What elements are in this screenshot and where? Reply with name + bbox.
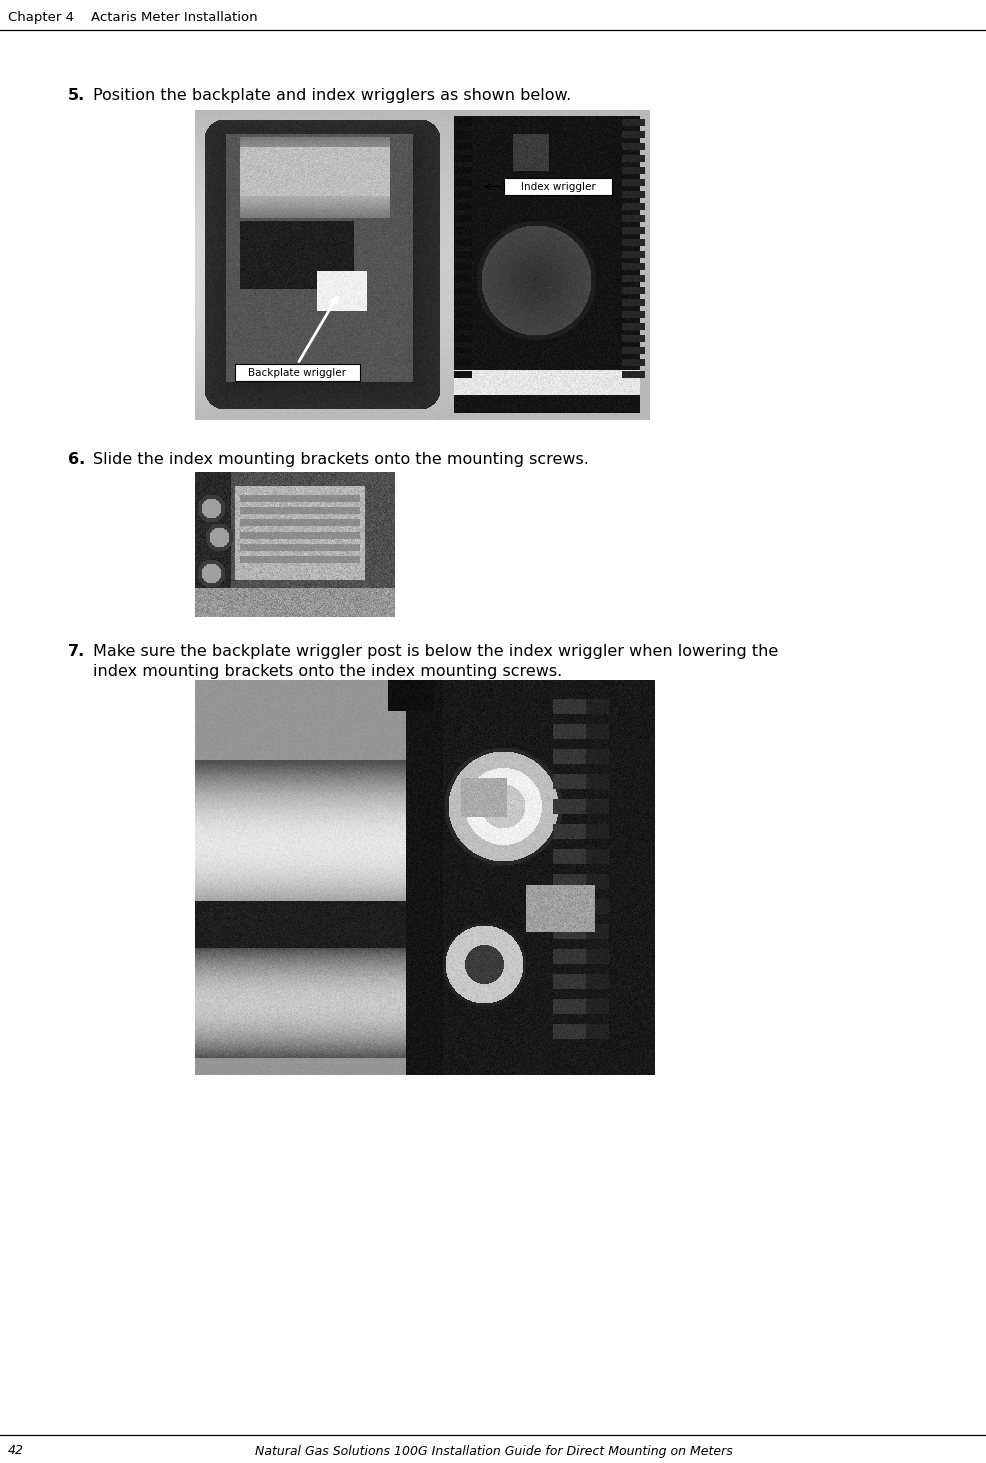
Text: 7.: 7. [68, 644, 85, 658]
Text: 42: 42 [8, 1444, 24, 1457]
Text: index mounting brackets onto the index mounting screws.: index mounting brackets onto the index m… [93, 664, 562, 679]
Text: 6.: 6. [68, 452, 85, 467]
Text: 5.: 5. [68, 88, 85, 102]
Text: Index wriggler: Index wriggler [520, 181, 595, 192]
Text: Chapter 4    Actaris Meter Installation: Chapter 4 Actaris Meter Installation [8, 10, 257, 23]
Text: Position the backplate and index wrigglers as shown below.: Position the backplate and index wriggle… [93, 88, 571, 102]
Bar [504, 178, 611, 195]
Text: Make sure the backplate wriggler post is below the index wriggler when lowering : Make sure the backplate wriggler post is… [93, 644, 778, 658]
Bar [235, 364, 360, 380]
Text: Slide the index mounting brackets onto the mounting screws.: Slide the index mounting brackets onto t… [93, 452, 589, 467]
Text: Natural Gas Solutions 100G Installation Guide for Direct Mounting on Meters: Natural Gas Solutions 100G Installation … [254, 1444, 732, 1457]
Text: Backplate wriggler: Backplate wriggler [248, 367, 346, 377]
